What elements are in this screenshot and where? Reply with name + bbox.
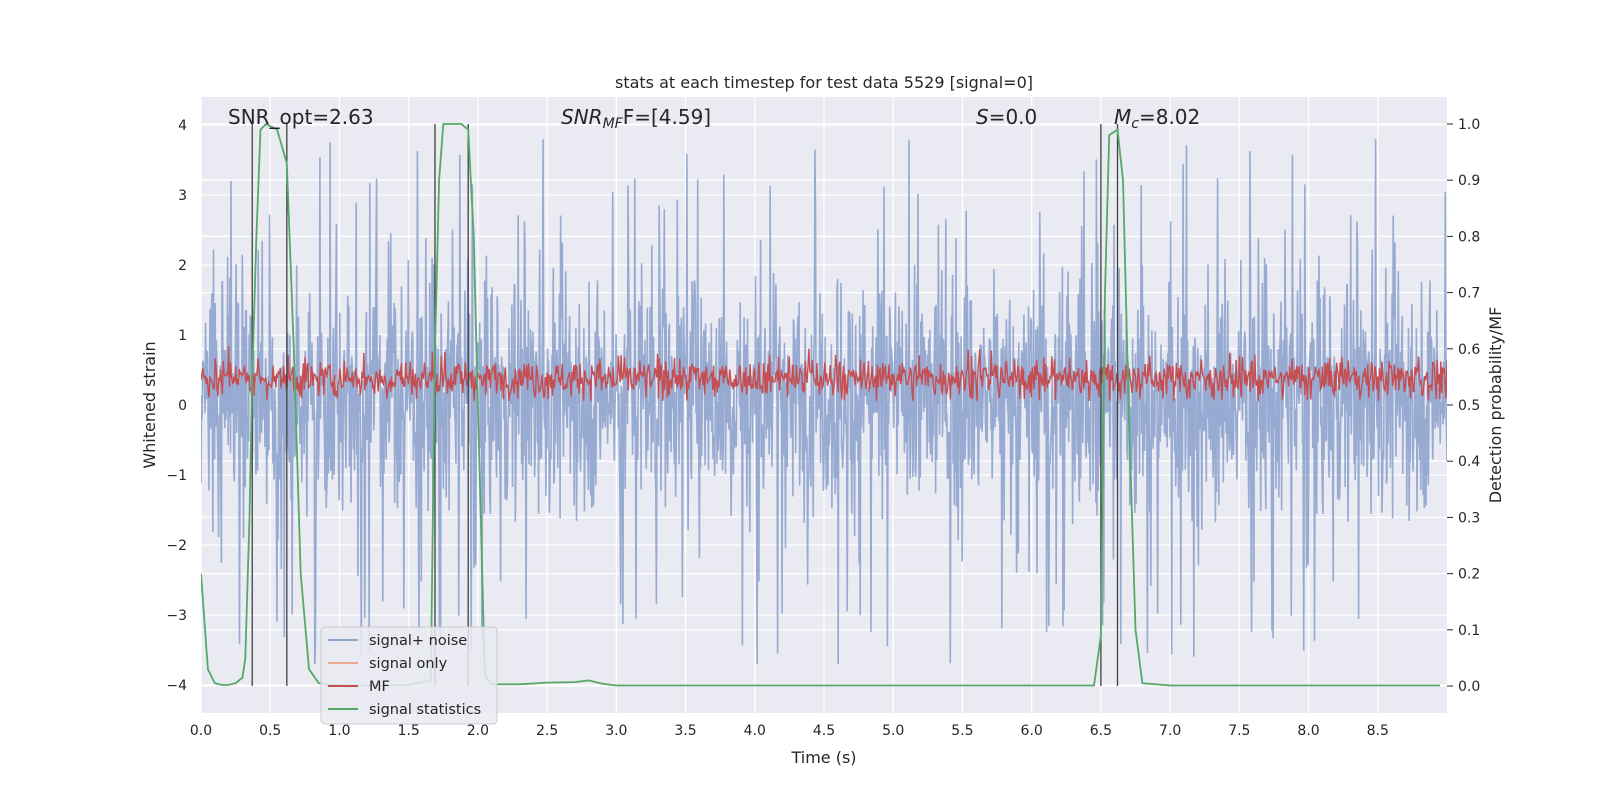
y-tick-label: 3 [178, 188, 187, 204]
y-tick-label: −4 [166, 678, 187, 694]
x-tick-label: 2.0 [467, 723, 489, 739]
x-tick-label: 8.0 [1297, 723, 1319, 739]
x-axis-label: Time (s) [790, 748, 856, 767]
y-tick-label: 2 [178, 258, 187, 274]
legend-label-mf: MF [369, 679, 390, 695]
x-tick-label: 1.5 [398, 723, 420, 739]
annotation-snr-mf: SNRMFF=[4.59] [561, 105, 711, 132]
legend-label-signal-only: signal only [369, 656, 448, 672]
x-tick-label: 4.0 [744, 723, 766, 739]
x-axis-ticks: 0.0 0.5 1.0 1.5 2.0 2.5 3.0 3.5 4.0 4.5 5.0 5.5 6.0 6… [190, 723, 1389, 739]
y2-axis-ticks: 0.0 0.1 0.2 0.3 0.4 0.5 0.6 0.7 0.8 0.9 1.0 [1447, 117, 1480, 695]
legend: signal+ noise signal only MF signal stat… [320, 626, 498, 725]
legend-label-signal-noise: signal+ noise [369, 633, 467, 649]
x-tick-label: 7.5 [1228, 723, 1250, 739]
y2-tick-label: 0.7 [1458, 286, 1480, 302]
signal-statistics-series [201, 122, 1441, 687]
x-tick-label: 1.0 [328, 723, 350, 739]
mf-series [201, 346, 1447, 401]
y2-tick-label: 0.9 [1458, 173, 1480, 189]
annotation-s: S=0.0 [976, 105, 1037, 129]
y2-tick-label: 0.4 [1458, 454, 1480, 470]
chart-title: stats at each timestep for test data 552… [615, 73, 1033, 92]
y2-axis-label: Detection probability/MF [1486, 307, 1505, 504]
y2-tick-label: 1.0 [1458, 117, 1480, 133]
x-tick-label: 6.5 [1090, 723, 1112, 739]
signal-statistics-line [201, 122, 1441, 687]
legend-box [320, 626, 498, 725]
x-tick-label: 0.0 [190, 723, 212, 739]
y-tick-label: 0 [178, 398, 187, 414]
y2-tick-label: 0.8 [1458, 229, 1480, 245]
x-tick-label: 5.5 [951, 723, 973, 739]
annotation-snr-opt: SNR_opt=2.63 [228, 105, 374, 129]
y-tick-label: −1 [166, 468, 187, 484]
mf-line [201, 346, 1447, 401]
x-tick-label: 2.5 [536, 723, 558, 739]
y2-tick-label: 0.0 [1458, 679, 1480, 695]
y2-tick-label: 0.6 [1458, 342, 1480, 358]
x-tick-label: 7.0 [1159, 723, 1181, 739]
y2-tick-label: 0.5 [1458, 398, 1480, 414]
legend-label-signal-statistics: signal statistics [369, 702, 481, 718]
y2-tick-label: 0.2 [1458, 567, 1480, 583]
x-tick-label: 4.5 [813, 723, 835, 739]
x-tick-label: 0.5 [259, 723, 281, 739]
x-tick-label: 8.5 [1367, 723, 1389, 739]
x-tick-label: 6.0 [1021, 723, 1043, 739]
signal-noise-line [201, 139, 1447, 665]
x-tick-label: 3.5 [674, 723, 696, 739]
y-axis-label: Whitened strain [140, 341, 159, 468]
signal-noise-series [201, 139, 1447, 665]
y-tick-label: −3 [166, 608, 187, 624]
y2-tick-label: 0.3 [1458, 510, 1480, 526]
y-axis-ticks: −4 −3 −2 −1 0 1 2 3 4 [166, 118, 187, 694]
y-tick-label: 4 [178, 118, 187, 134]
annotation-mc: Mc=8.02 [1114, 105, 1200, 132]
y-tick-label: −2 [166, 538, 187, 554]
y-tick-label: 1 [178, 328, 187, 344]
x-tick-label: 5.0 [882, 723, 904, 739]
y2-tick-label: 0.1 [1458, 623, 1480, 639]
plot-content [201, 122, 1447, 687]
x-tick-label: 3.0 [605, 723, 627, 739]
